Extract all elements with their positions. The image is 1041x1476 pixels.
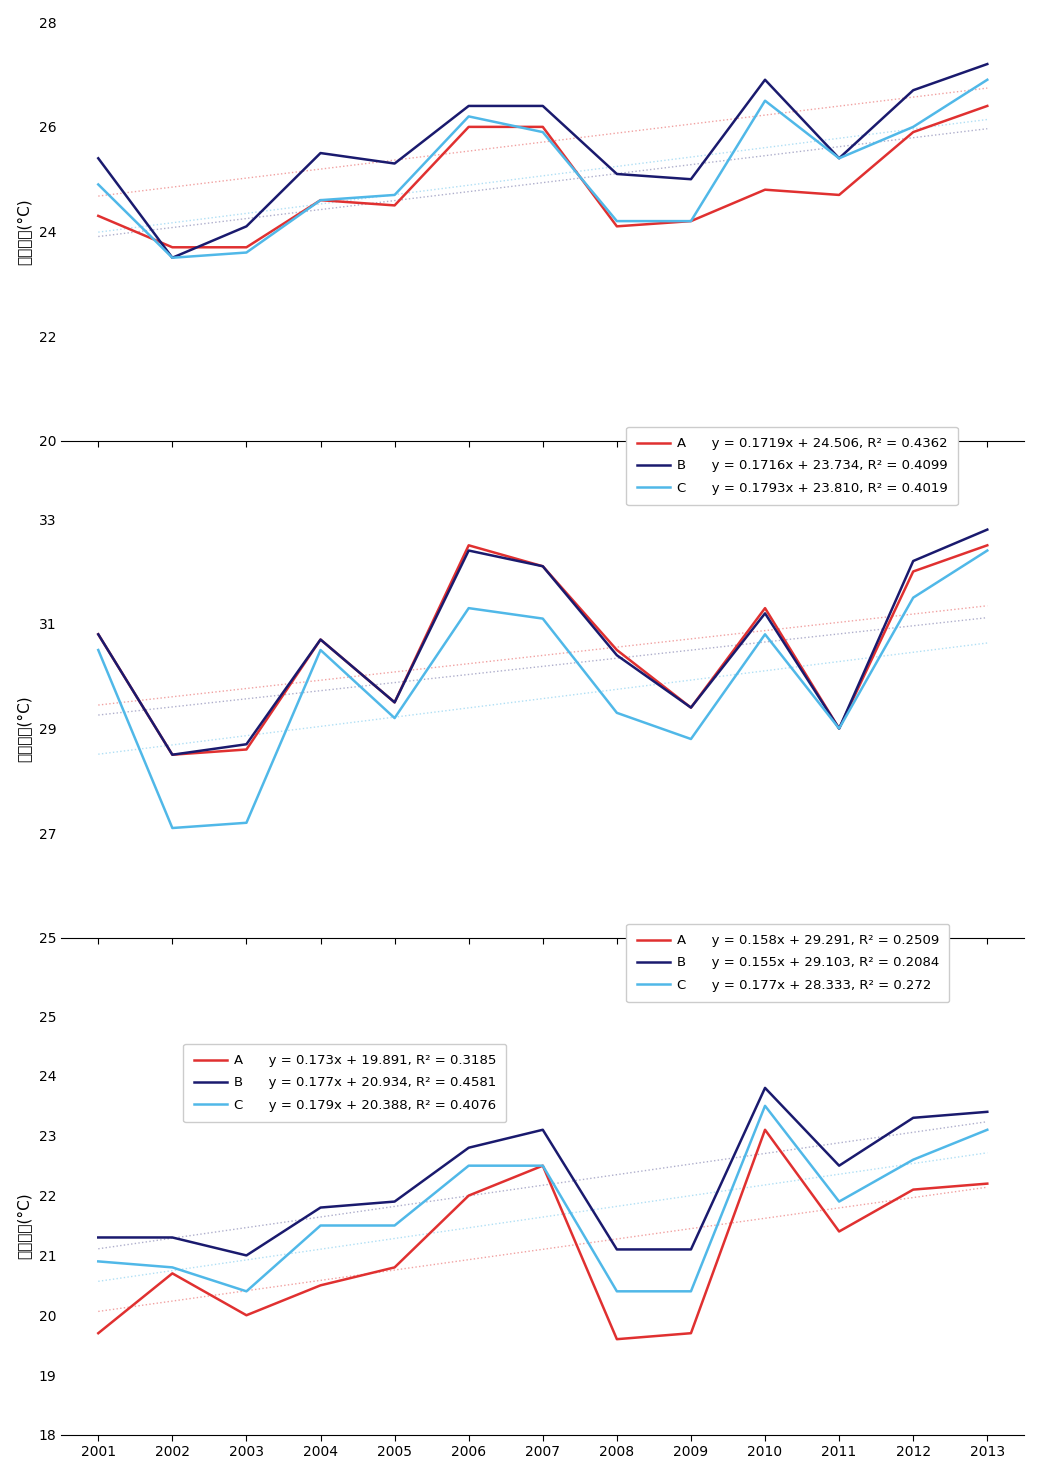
Legend: A      y = 0.173x + 19.891, R² = 0.3185, B      y = 0.177x + 20.934, R² = 0.4581: A y = 0.173x + 19.891, R² = 0.3185, B y …	[183, 1044, 507, 1122]
Legend: A      y = 0.158x + 29.291, R² = 0.2509, B      y = 0.155x + 29.103, R² = 0.2084: A y = 0.158x + 29.291, R² = 0.2509, B y …	[627, 924, 949, 1002]
Legend: A      y = 0.1719x + 24.506, R² = 0.4362, B      y = 0.1716x + 23.734, R² = 0.40: A y = 0.1719x + 24.506, R² = 0.4362, B y…	[627, 427, 958, 505]
Y-axis label: 최저기온(°C): 최저기온(°C)	[17, 1193, 31, 1259]
Y-axis label: 최고기온(°C): 최고기온(°C)	[17, 695, 32, 762]
Y-axis label: 평균기온(°C): 평균기온(°C)	[17, 198, 32, 264]
